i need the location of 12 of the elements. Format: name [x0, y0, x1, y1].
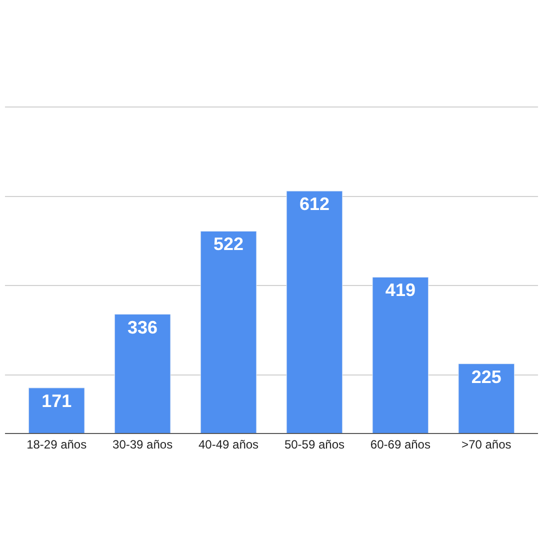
x-tick-label: 30-39 años [112, 437, 173, 452]
x-tick-label: >70 años [462, 437, 512, 452]
x-tick-label: 60-69 años [370, 437, 430, 452]
data-label: 225 [471, 366, 502, 387]
x-tick-label: 50-59 años [284, 437, 345, 452]
data-label: 336 [128, 317, 158, 338]
data-label: 419 [385, 280, 416, 300]
data-label: 171 [42, 390, 72, 411]
data-label: 612 [299, 194, 330, 214]
data-label: 522 [213, 234, 244, 254]
x-tick-label: 40-49 años [198, 437, 259, 452]
x-tick-label: 18-29 años [26, 437, 87, 452]
